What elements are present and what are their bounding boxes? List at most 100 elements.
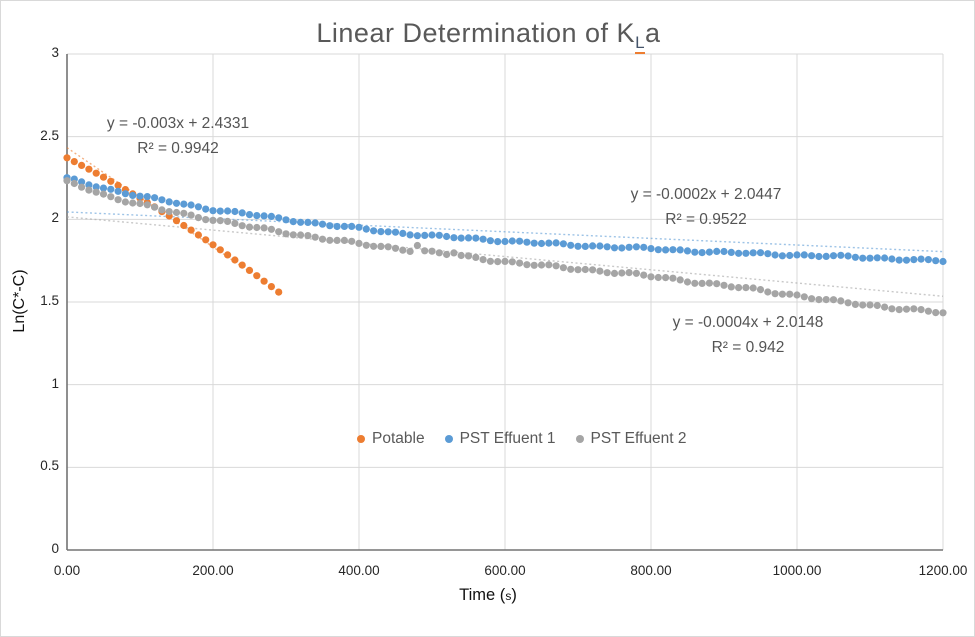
data-point[interactable]	[735, 249, 743, 257]
data-point[interactable]	[114, 187, 122, 195]
data-point[interactable]	[340, 222, 348, 230]
data-point[interactable]	[399, 229, 407, 237]
data-point[interactable]	[457, 234, 465, 242]
data-point[interactable]	[428, 247, 436, 255]
data-point[interactable]	[837, 297, 845, 305]
data-point[interactable]	[253, 223, 261, 232]
data-point[interactable]	[450, 249, 458, 257]
data-point[interactable]	[158, 206, 166, 214]
data-point[interactable]	[275, 288, 283, 296]
data-point[interactable]	[406, 247, 414, 255]
data-point[interactable]	[450, 234, 458, 242]
data-point[interactable]	[231, 207, 239, 216]
data-point[interactable]	[304, 232, 312, 240]
data-point[interactable]	[705, 248, 714, 256]
data-point[interactable]	[742, 249, 750, 257]
data-point[interactable]	[194, 203, 202, 211]
data-point[interactable]	[348, 222, 356, 230]
data-point[interactable]	[727, 248, 735, 256]
data-point[interactable]	[567, 265, 575, 273]
data-point[interactable]	[121, 198, 129, 206]
data-point[interactable]	[793, 251, 801, 259]
data-point[interactable]	[413, 232, 421, 240]
data-point[interactable]	[640, 243, 648, 251]
data-point[interactable]	[808, 295, 816, 303]
data-point[interactable]	[910, 305, 918, 313]
data-point[interactable]	[705, 279, 714, 287]
data-point[interactable]	[318, 235, 327, 243]
data-point[interactable]	[384, 228, 392, 236]
data-point[interactable]	[479, 235, 487, 243]
data-point[interactable]	[370, 242, 378, 250]
data-point[interactable]	[114, 181, 122, 189]
legend[interactable]: Potable PST Effuent 1 PST Effuent 2	[357, 427, 686, 451]
data-point[interactable]	[289, 218, 297, 226]
data-point[interactable]	[231, 219, 239, 227]
data-point[interactable]	[172, 199, 181, 207]
data-point[interactable]	[523, 261, 531, 269]
data-point[interactable]	[698, 249, 706, 257]
data-point[interactable]	[172, 217, 181, 225]
data-point[interactable]	[289, 231, 297, 239]
data-point[interactable]	[691, 279, 699, 287]
data-point[interactable]	[632, 243, 641, 251]
data-point[interactable]	[472, 234, 480, 242]
data-point[interactable]	[275, 214, 283, 222]
data-point[interactable]	[756, 249, 765, 257]
data-point[interactable]	[516, 259, 524, 267]
data-point[interactable]	[589, 266, 597, 274]
data-point[interactable]	[224, 207, 232, 215]
data-point[interactable]	[764, 288, 772, 296]
data-point[interactable]	[399, 246, 407, 254]
data-point[interactable]	[610, 244, 619, 252]
data-point[interactable]	[618, 269, 626, 277]
data-point[interactable]	[180, 209, 188, 217]
data-point[interactable]	[216, 207, 224, 215]
data-point[interactable]	[669, 246, 677, 254]
trendline-label-potable[interactable]: y = -0.003x + 2.4331 R² = 0.9942	[63, 111, 293, 161]
data-point[interactable]	[888, 255, 896, 263]
data-point[interactable]	[771, 251, 779, 259]
data-point[interactable]	[815, 296, 823, 304]
data-point[interactable]	[92, 169, 100, 177]
data-point[interactable]	[844, 252, 852, 260]
data-point[interactable]	[70, 158, 78, 166]
data-point[interactable]	[355, 223, 363, 231]
data-point[interactable]	[121, 190, 129, 198]
data-point[interactable]	[362, 225, 370, 233]
data-point[interactable]	[574, 266, 582, 274]
data-point[interactable]	[786, 290, 794, 298]
data-point[interactable]	[669, 274, 677, 282]
trendline-label-pst-effuent-1[interactable]: y = -0.0002x + 2.0447 R² = 0.9522	[591, 182, 821, 232]
data-point[interactable]	[202, 216, 210, 224]
series-pst-effuent-2[interactable]	[63, 177, 947, 317]
data-point[interactable]	[924, 256, 933, 264]
data-point[interactable]	[70, 179, 78, 188]
data-point[interactable]	[194, 214, 202, 222]
data-point[interactable]	[822, 252, 830, 260]
data-point[interactable]	[662, 246, 670, 254]
data-point[interactable]	[829, 296, 838, 304]
data-point[interactable]	[793, 291, 801, 299]
data-point[interactable]	[78, 161, 86, 169]
data-point[interactable]	[895, 306, 903, 314]
data-point[interactable]	[647, 273, 655, 281]
data-point[interactable]	[253, 212, 261, 220]
data-point[interactable]	[727, 283, 735, 291]
data-point[interactable]	[589, 242, 597, 250]
data-point[interactable]	[194, 231, 202, 239]
trendline-pst-effuent-2[interactable]	[66, 216, 944, 297]
data-point[interactable]	[311, 233, 319, 241]
data-point[interactable]	[158, 196, 166, 204]
data-point[interactable]	[508, 258, 516, 266]
data-point[interactable]	[676, 276, 684, 284]
data-point[interactable]	[421, 231, 429, 239]
data-point[interactable]	[92, 183, 100, 191]
data-point[interactable]	[932, 309, 940, 317]
data-point[interactable]	[435, 231, 443, 239]
data-point[interactable]	[136, 192, 144, 200]
data-point[interactable]	[99, 184, 108, 192]
data-point[interactable]	[662, 274, 670, 282]
data-point[interactable]	[391, 244, 400, 252]
data-point[interactable]	[910, 256, 918, 264]
